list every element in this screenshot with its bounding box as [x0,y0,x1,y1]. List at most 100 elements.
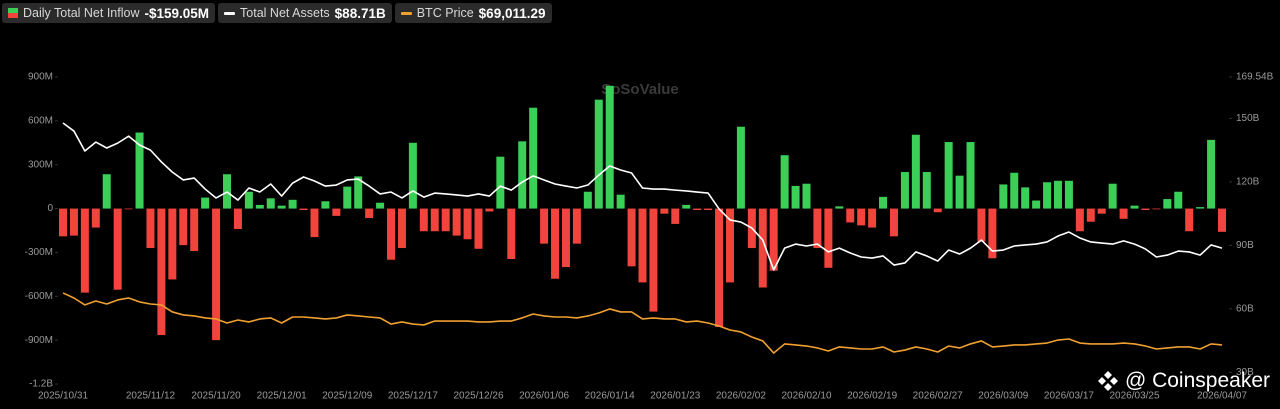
y-tick-label: 600M [28,115,53,126]
bar [463,208,472,240]
bar [1207,139,1216,209]
bar [791,185,800,209]
bar [321,201,330,209]
bar [332,208,341,216]
bar [944,142,953,209]
bar [419,208,428,232]
legend-swatch [224,11,236,15]
bar [725,208,734,283]
credit-logo [1097,371,1118,391]
x-tick-label: 2026/01/14 [585,391,635,402]
x-tick-label: 2025/12/17 [388,391,438,402]
bar [277,205,286,209]
bar [824,208,833,268]
bar [1032,200,1041,209]
bar [660,208,669,214]
bar [583,191,592,209]
x-tick-label: 2025/10/31 [38,391,88,402]
bar [430,208,439,232]
bar [69,208,78,236]
y2-tick-label: 150B [1236,113,1260,124]
y2-tick-label: 30B [1236,367,1254,378]
bar [572,208,581,244]
legend-swatch [400,11,412,15]
bar [496,156,505,209]
x-tick-label: 2026/01/23 [650,391,700,402]
bar [365,208,374,219]
bar [255,204,264,209]
bar [977,208,986,242]
bar [715,208,724,327]
legend-value: $88.71B [334,5,386,21]
x-tick-label: 2026/04/07 [1197,391,1247,402]
bar [955,175,964,209]
bar [1043,182,1052,209]
bar [1130,205,1139,209]
x-tick-label: 2025/12/26 [453,391,503,402]
bar [889,208,898,237]
bar [561,208,570,268]
bar [846,208,855,223]
x-tick-label: 2026/02/10 [781,391,831,402]
y-tick-label: -600M [25,291,53,302]
bar [1064,180,1073,209]
bar [627,208,636,267]
bar [59,208,67,237]
watermark: SoSoValue [601,81,679,98]
bar [179,208,188,246]
bar [485,208,494,212]
y-tick-label: -1.2B [29,379,53,390]
bar [911,134,920,209]
bar [376,202,385,209]
bar [474,208,483,249]
bar [933,208,942,213]
bar [693,208,702,211]
legend-item: Total Net Assets $88.71B [218,3,392,23]
bar [999,184,1008,209]
legend-value: $69,011.29 [478,5,546,21]
x-tick-label: 2026/01/06 [519,391,569,402]
bar [1141,208,1150,211]
y2-tick-label: 90B [1236,240,1254,251]
legend-name: BTC Price [416,6,474,20]
bar [244,191,253,209]
line [62,292,1223,354]
y-tick-label: 0 [47,203,53,214]
bar [1185,208,1194,232]
bar [1010,172,1019,209]
x-tick-label: 2026/03/25 [1109,391,1159,402]
bar [1021,187,1030,209]
bar [212,208,221,341]
bar [299,208,308,211]
bar [988,208,997,259]
legend-swatch [8,8,18,18]
bar [879,196,888,209]
x-tick-label: 2026/03/09 [978,391,1028,402]
bar [780,155,789,209]
bar [900,172,909,209]
bar [397,208,406,249]
bar [638,208,647,283]
bar [387,208,396,260]
bar [408,142,417,209]
legend-value: -$159.05M [144,5,210,21]
x-tick-label: 2025/12/09 [322,391,372,402]
x-tick-label: 2026/02/19 [847,391,897,402]
y-tick-label: -900M [25,335,53,346]
bar [452,208,461,236]
y-tick-label: -300M [25,247,53,258]
bar [540,208,549,244]
bar [1053,180,1062,209]
bar [288,199,297,209]
y-tick-label: 900M [28,72,53,83]
bar [736,126,745,209]
bar [266,198,275,209]
bar [813,208,822,249]
bar [802,183,811,209]
bar [190,208,199,251]
bar [1163,199,1172,209]
legend-name: Total Net Assets [240,6,330,20]
x-tick-label: 2026/02/02 [716,391,766,402]
